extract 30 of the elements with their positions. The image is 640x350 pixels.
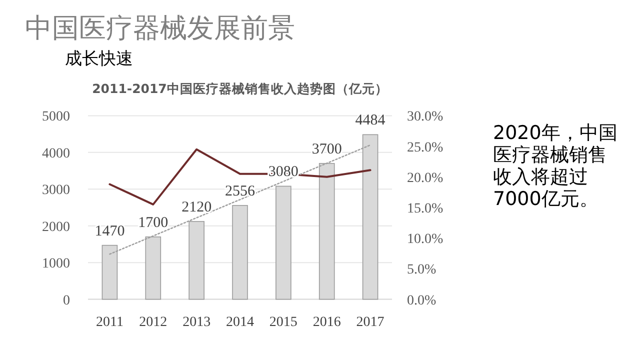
y-tick-label: 2000	[42, 220, 70, 235]
x-tick-label: 2015	[269, 315, 298, 330]
y-tick-label: 1000	[42, 256, 70, 272]
y2-tick-label: 10.0%	[407, 232, 444, 248]
y2-tick-label: 15.0%	[407, 202, 444, 216]
data-label: 4484	[355, 112, 386, 129]
x-tick-label: 2017	[356, 315, 384, 330]
x-tick-label: 2011	[96, 315, 124, 330]
data-label: 1700	[138, 214, 168, 231]
data-label: 3700	[312, 141, 342, 158]
y2-tick-label: 0.0%	[407, 293, 436, 308]
y2-tick-label: 5.0%	[407, 262, 436, 278]
y2-tick-label: 30.0%	[407, 110, 444, 125]
y-tick-label: 3000	[42, 183, 70, 198]
y-tick-label: 5000	[42, 110, 70, 125]
data-label: 2120	[182, 199, 212, 216]
data-label: 2556	[225, 183, 256, 200]
y-tick-label: 0	[63, 293, 70, 308]
x-tick-label: 2012	[139, 315, 168, 330]
chart-subtitle: 成长快速	[65, 49, 133, 69]
x-tick-label: 2014	[226, 315, 254, 330]
data-label: 1470	[94, 223, 125, 240]
y2-tick-label: 20.0%	[407, 170, 444, 186]
y2-tick-label: 25.0%	[407, 140, 444, 156]
text: 2020年，中国医疗器械销售收入将超过7000亿元。	[493, 122, 618, 210]
text: 2011-2017中国医疗器械销售收入趋势图（亿元）	[92, 81, 388, 96]
x-tick-label: 2013	[182, 315, 211, 330]
x-tick-label: 2016	[312, 315, 341, 330]
chart-title: 中国医疗器械发展前景	[25, 13, 295, 44]
y-tick-label: 4000	[42, 146, 70, 162]
